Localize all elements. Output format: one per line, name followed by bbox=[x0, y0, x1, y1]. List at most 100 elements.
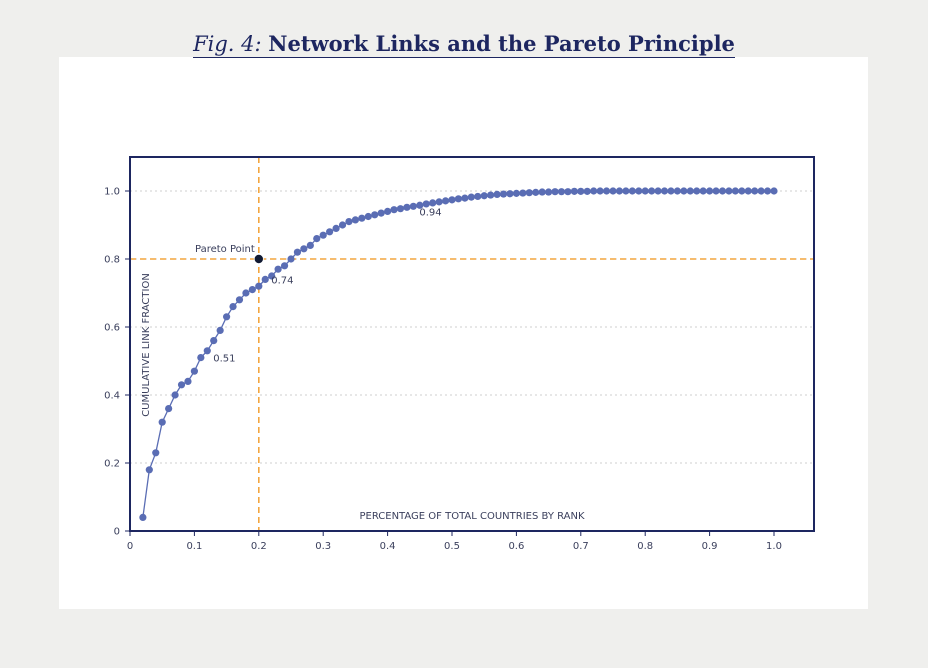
data-point bbox=[512, 189, 521, 197]
data-point bbox=[615, 187, 624, 195]
x-tick-label: 0.1 bbox=[186, 541, 202, 552]
data-point bbox=[590, 187, 598, 195]
data-point bbox=[757, 187, 765, 195]
data-point bbox=[763, 187, 772, 195]
data-point bbox=[467, 193, 475, 201]
figure-title: Fig. 4: Network Links and the Pareto Pri… bbox=[0, 31, 928, 58]
data-point bbox=[525, 189, 533, 197]
data-point bbox=[435, 198, 443, 206]
data-point bbox=[693, 187, 701, 195]
data-point bbox=[396, 205, 405, 213]
data-point bbox=[609, 187, 617, 195]
data-point bbox=[551, 188, 559, 196]
data-point bbox=[480, 192, 488, 200]
data-point bbox=[351, 216, 359, 224]
data-point bbox=[699, 187, 707, 195]
y-tick-label: 0.6 bbox=[104, 323, 120, 334]
data-point bbox=[712, 187, 720, 195]
data-point bbox=[718, 187, 727, 195]
data-point bbox=[326, 228, 334, 236]
figure-number: Fig. 4: bbox=[193, 32, 262, 56]
y-tick-label: 0 bbox=[114, 527, 120, 538]
data-point bbox=[364, 212, 372, 221]
data-point bbox=[506, 190, 514, 198]
data-point bbox=[545, 188, 553, 196]
value-annotation: 0.94 bbox=[419, 207, 441, 218]
data-point bbox=[738, 187, 746, 195]
y-tick-label: 1.0 bbox=[104, 187, 120, 198]
data-point bbox=[287, 255, 295, 263]
data-point bbox=[744, 187, 752, 195]
data-point bbox=[165, 405, 173, 413]
series-line bbox=[142, 190, 774, 518]
x-tick-label: 0.8 bbox=[637, 541, 653, 552]
data-point bbox=[229, 303, 237, 311]
x-tick-label: 0 bbox=[127, 541, 133, 552]
x-axis-label: PERCENTAGE OF TOTAL COUNTRIES BY RANK bbox=[359, 511, 584, 522]
x-tick-label: 0.4 bbox=[380, 541, 396, 552]
data-point bbox=[602, 187, 611, 195]
data-point bbox=[680, 187, 688, 195]
data-point bbox=[622, 187, 630, 195]
data-point bbox=[306, 241, 314, 249]
data-point bbox=[493, 190, 501, 198]
data-point bbox=[242, 289, 250, 297]
data-point bbox=[216, 326, 224, 334]
x-tick-label: 0.2 bbox=[251, 541, 267, 552]
data-point bbox=[248, 286, 256, 294]
plot-frame bbox=[129, 156, 815, 532]
data-point bbox=[454, 195, 463, 203]
data-point bbox=[474, 192, 482, 201]
data-point bbox=[660, 187, 669, 195]
data-point bbox=[313, 235, 321, 243]
value-annotation: 0.74 bbox=[271, 275, 293, 286]
value-annotation: 0.51 bbox=[213, 354, 235, 365]
data-point bbox=[770, 187, 778, 195]
data-point bbox=[223, 313, 231, 321]
data-point bbox=[583, 187, 591, 195]
data-point bbox=[158, 418, 166, 426]
data-point bbox=[371, 211, 379, 219]
data-point bbox=[171, 391, 179, 399]
data-point bbox=[377, 209, 385, 217]
data-point bbox=[319, 231, 327, 239]
data-point bbox=[403, 203, 411, 211]
data-point bbox=[731, 187, 739, 195]
data-point bbox=[390, 206, 398, 214]
data-point bbox=[461, 194, 469, 202]
data-point bbox=[628, 187, 636, 195]
y-tick-label: 0.2 bbox=[104, 459, 120, 470]
data-point bbox=[499, 190, 508, 198]
x-tick-label: 0.9 bbox=[702, 541, 718, 552]
data-point bbox=[570, 187, 578, 195]
y-axis-label: CUMULATIVE LINK FRACTION bbox=[141, 273, 152, 417]
data-point bbox=[441, 197, 450, 205]
data-point bbox=[190, 367, 198, 375]
x-tick-label: 0.7 bbox=[573, 541, 589, 552]
data-point bbox=[429, 199, 437, 207]
data-point bbox=[673, 187, 682, 195]
data-point bbox=[293, 248, 302, 256]
data-point bbox=[725, 187, 733, 195]
x-tick-label: 1.0 bbox=[766, 541, 782, 552]
data-point bbox=[577, 187, 585, 195]
x-tick-label: 0.3 bbox=[315, 541, 331, 552]
y-tick-label: 0.8 bbox=[104, 255, 120, 266]
data-point bbox=[422, 200, 430, 208]
data-point bbox=[667, 187, 675, 195]
data-point bbox=[706, 187, 714, 195]
data-point bbox=[332, 224, 340, 232]
data-point bbox=[416, 201, 424, 209]
pareto-point-marker bbox=[253, 253, 264, 264]
data-point bbox=[300, 245, 308, 253]
data-point bbox=[152, 449, 160, 457]
y-tick-label: 0.4 bbox=[104, 391, 120, 402]
x-tick-label: 0.5 bbox=[444, 541, 460, 552]
data-point bbox=[557, 188, 566, 196]
data-point bbox=[635, 187, 643, 195]
data-point bbox=[255, 282, 263, 290]
data-point bbox=[538, 188, 546, 196]
data-point bbox=[280, 262, 289, 270]
figure-title-underline: Fig. 4: Network Links and the Pareto Pri… bbox=[193, 31, 735, 58]
